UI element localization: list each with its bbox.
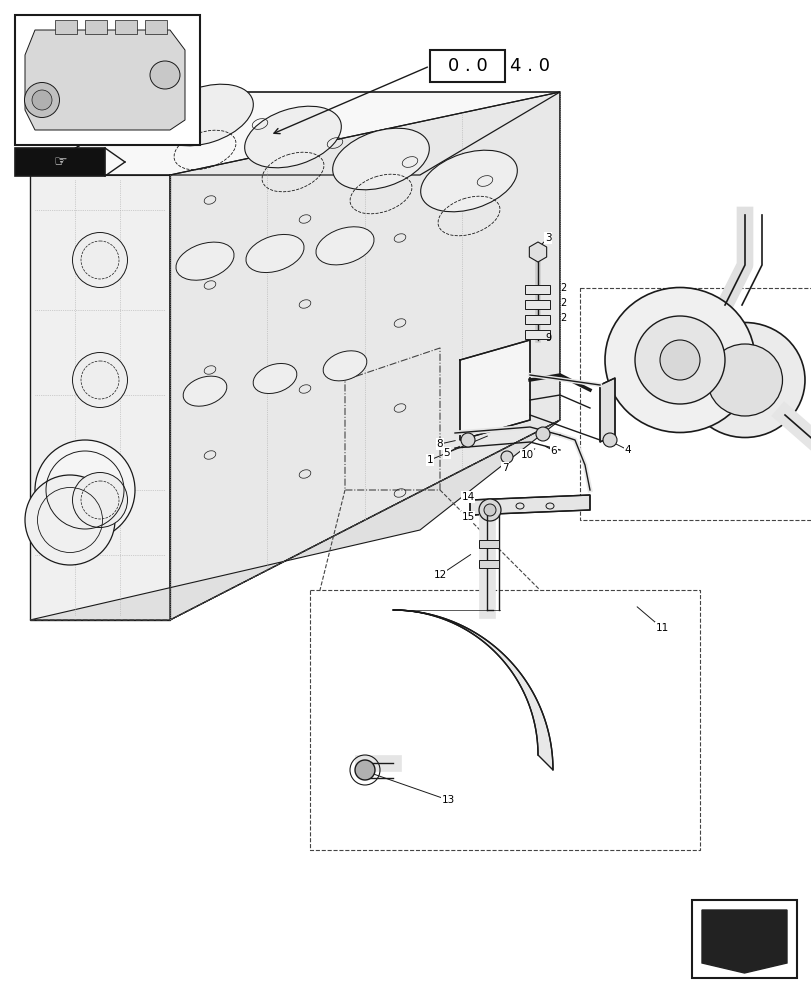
Text: 4 . 0: 4 . 0 bbox=[509, 57, 549, 75]
Text: 2: 2 bbox=[560, 313, 565, 323]
Polygon shape bbox=[25, 30, 185, 130]
Text: 15: 15 bbox=[461, 512, 474, 522]
Text: 12: 12 bbox=[433, 570, 446, 580]
Bar bbox=[478, 560, 499, 568]
Text: 14: 14 bbox=[461, 492, 474, 502]
Polygon shape bbox=[30, 420, 560, 620]
Ellipse shape bbox=[420, 150, 517, 212]
Ellipse shape bbox=[72, 232, 127, 288]
Ellipse shape bbox=[706, 344, 782, 416]
Bar bbox=[525, 330, 549, 339]
Bar bbox=[85, 20, 107, 34]
Polygon shape bbox=[30, 175, 169, 620]
Ellipse shape bbox=[603, 433, 616, 447]
Bar bbox=[115, 20, 137, 34]
Text: 1: 1 bbox=[426, 455, 433, 465]
Ellipse shape bbox=[246, 234, 303, 273]
Polygon shape bbox=[30, 92, 560, 175]
Bar bbox=[55, 20, 77, 34]
Ellipse shape bbox=[72, 473, 127, 528]
Bar bbox=[15, 15, 200, 145]
Ellipse shape bbox=[535, 427, 549, 441]
Ellipse shape bbox=[32, 90, 52, 110]
Text: 4: 4 bbox=[624, 445, 630, 455]
Text: 6: 6 bbox=[550, 446, 556, 456]
Ellipse shape bbox=[35, 440, 135, 540]
Ellipse shape bbox=[354, 760, 375, 780]
Bar bbox=[478, 540, 499, 548]
Bar bbox=[15, 148, 105, 176]
Ellipse shape bbox=[604, 288, 754, 432]
Ellipse shape bbox=[24, 83, 59, 118]
Text: 8: 8 bbox=[436, 439, 443, 449]
Text: 10: 10 bbox=[520, 450, 533, 460]
Ellipse shape bbox=[684, 322, 804, 438]
Polygon shape bbox=[393, 610, 552, 770]
Ellipse shape bbox=[150, 61, 180, 89]
Text: 9: 9 bbox=[544, 333, 551, 343]
Text: 2: 2 bbox=[560, 283, 565, 293]
Bar bbox=[691, 900, 796, 978]
Text: 3: 3 bbox=[544, 233, 551, 243]
Ellipse shape bbox=[333, 128, 429, 190]
Polygon shape bbox=[169, 92, 560, 620]
Ellipse shape bbox=[315, 227, 374, 265]
Ellipse shape bbox=[176, 242, 234, 280]
Bar bbox=[525, 300, 549, 309]
Ellipse shape bbox=[25, 475, 115, 565]
Bar bbox=[430, 50, 504, 82]
Ellipse shape bbox=[323, 351, 367, 381]
Ellipse shape bbox=[157, 84, 253, 146]
Bar bbox=[145, 20, 167, 34]
Text: ☞: ☞ bbox=[54, 155, 67, 170]
Ellipse shape bbox=[478, 499, 500, 521]
Text: 0 . 0: 0 . 0 bbox=[447, 57, 487, 75]
Polygon shape bbox=[470, 495, 590, 515]
Ellipse shape bbox=[634, 316, 724, 404]
Ellipse shape bbox=[461, 433, 474, 447]
Bar bbox=[525, 315, 549, 324]
Polygon shape bbox=[599, 378, 614, 442]
Ellipse shape bbox=[253, 363, 297, 394]
Text: 2: 2 bbox=[560, 298, 565, 308]
Ellipse shape bbox=[244, 106, 341, 168]
Bar bbox=[525, 285, 549, 294]
Text: 5: 5 bbox=[443, 448, 450, 458]
Polygon shape bbox=[702, 910, 786, 973]
Text: 11: 11 bbox=[654, 623, 667, 633]
Ellipse shape bbox=[72, 353, 127, 408]
Ellipse shape bbox=[500, 451, 513, 463]
Polygon shape bbox=[460, 340, 530, 440]
Text: 13: 13 bbox=[441, 795, 454, 805]
Ellipse shape bbox=[183, 376, 226, 406]
Text: 7: 7 bbox=[501, 463, 508, 473]
Ellipse shape bbox=[659, 340, 699, 380]
Ellipse shape bbox=[483, 504, 496, 516]
